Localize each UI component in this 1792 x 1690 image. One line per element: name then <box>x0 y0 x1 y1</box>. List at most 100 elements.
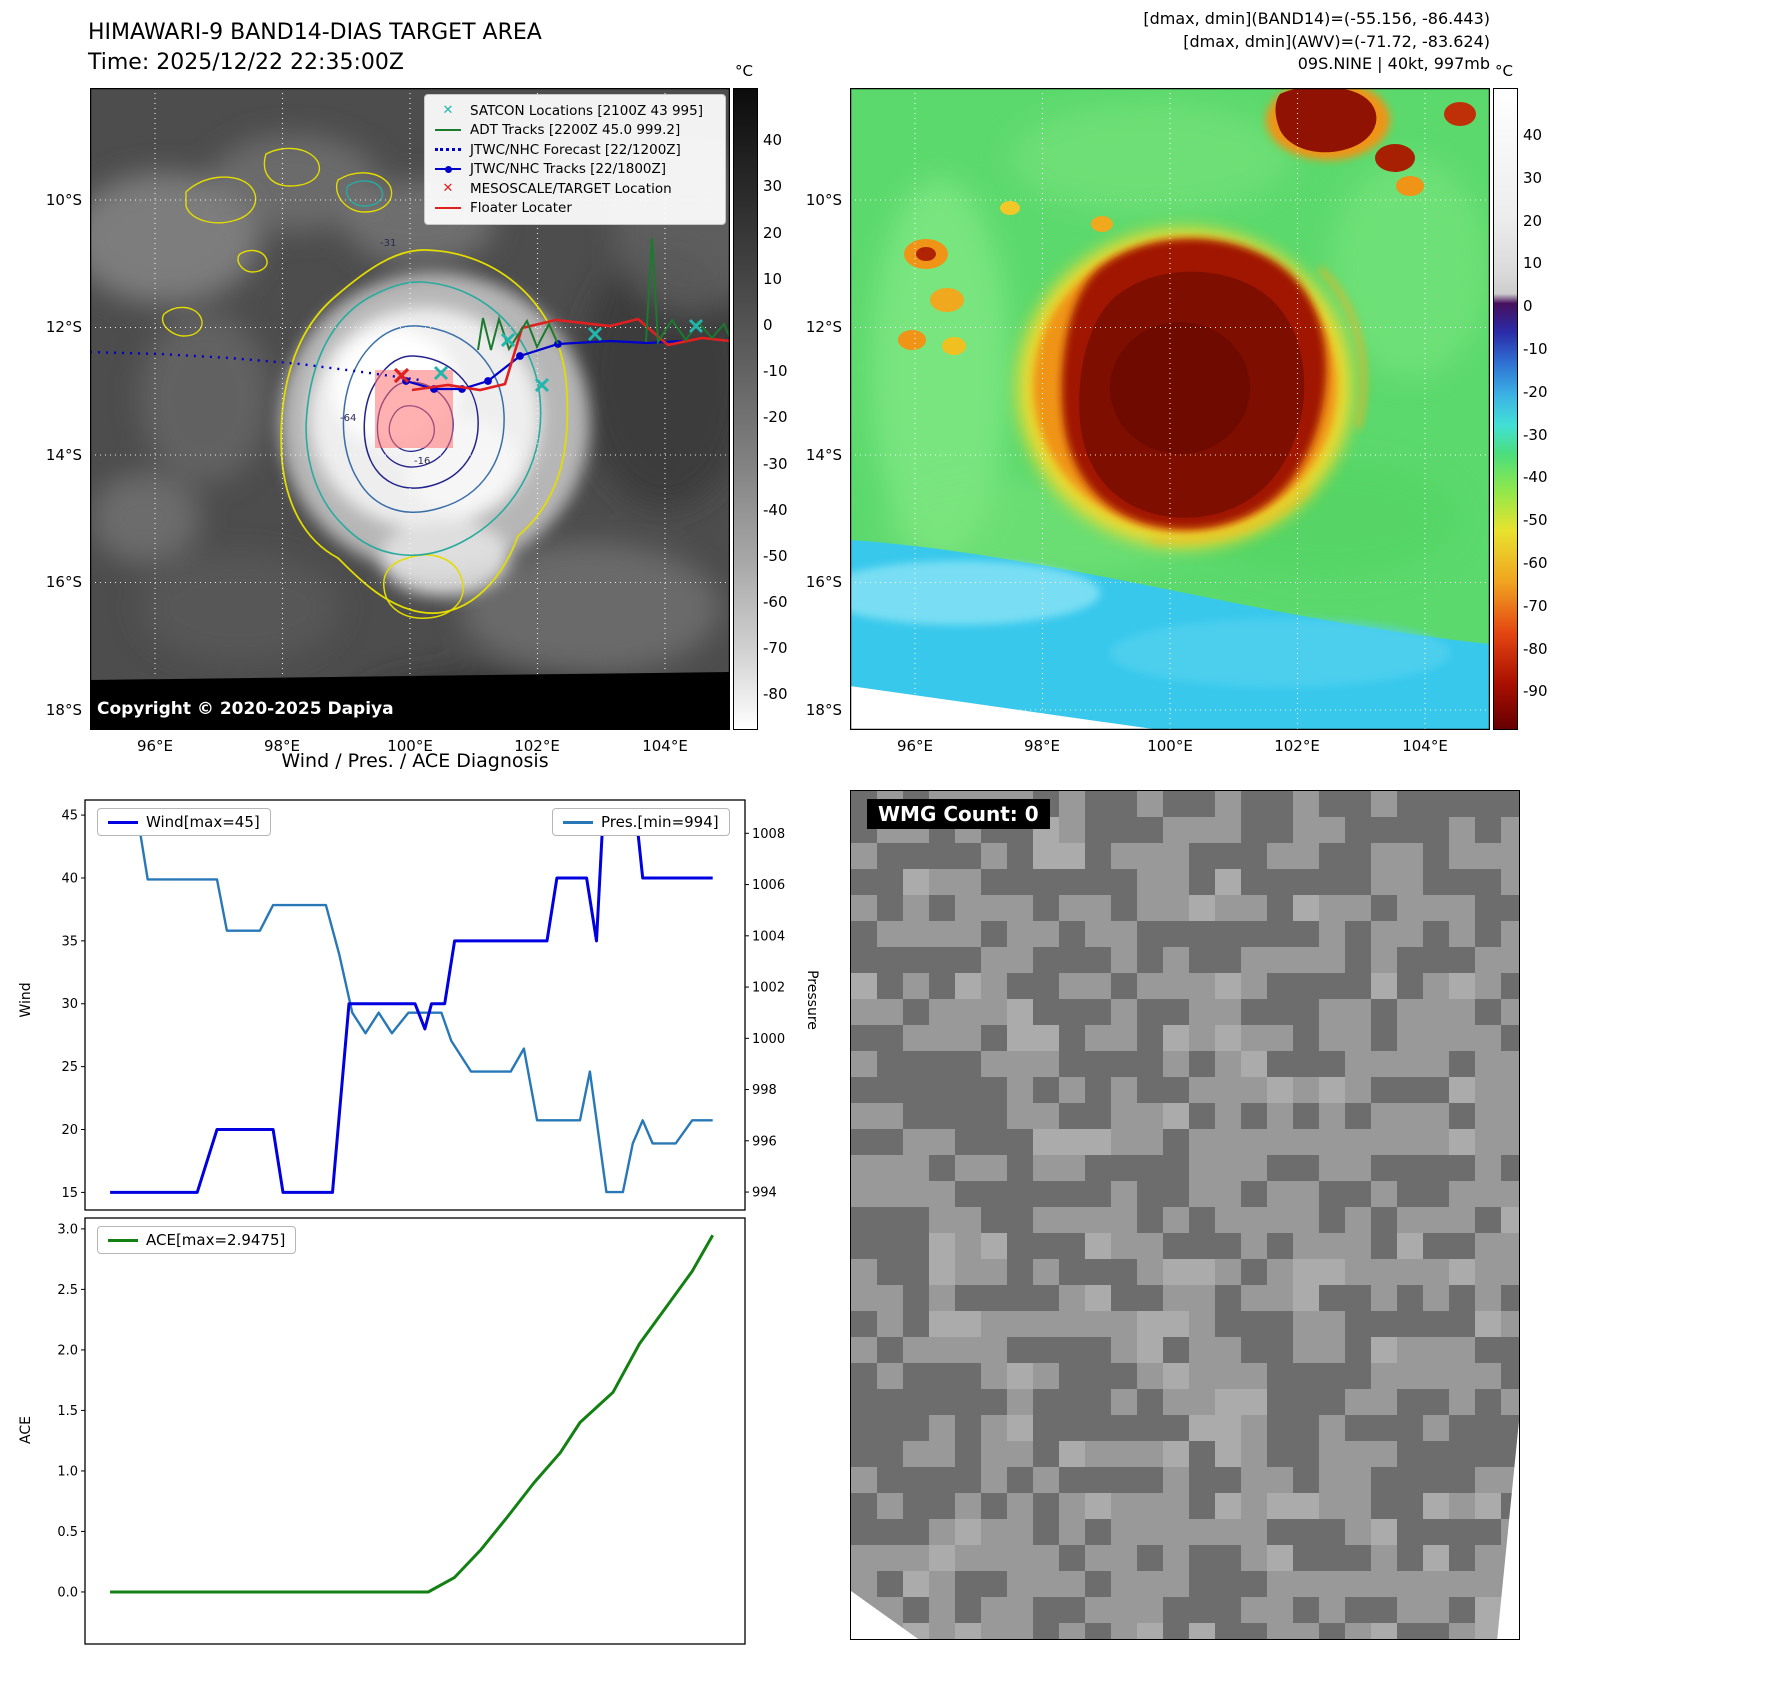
colorbar-tick-label: -20 <box>1523 382 1548 401</box>
y-tick-label: 45 <box>61 809 78 824</box>
y-tick-label: 1004 <box>752 929 785 944</box>
outlying-contours <box>161 147 393 337</box>
lat-tick-label: 18°S <box>45 701 82 719</box>
lon-tick-label: 100°E <box>387 737 433 755</box>
storm-contours <box>280 249 569 619</box>
colorbar-tick-label: 0 <box>763 315 773 334</box>
colorbar-tick-label: 20 <box>763 223 783 242</box>
wmg-count-badge: WMG Count: 0 <box>867 799 1050 829</box>
legend-label: SATCON Locations [2100Z 43 995] <box>470 102 703 119</box>
y-tick-label: 1000 <box>752 1032 785 1047</box>
colorbar-tick-label: -80 <box>1523 639 1548 658</box>
lon-tick-label: 96°E <box>896 737 934 755</box>
cloud-texture <box>90 135 730 730</box>
green-texture <box>870 103 1490 578</box>
map-frame <box>850 88 1490 730</box>
dmax-dmin-awv: [dmax, dmin](AWV)=(-71.72, -83.624) <box>1183 31 1490 51</box>
ace-legend: ACE[max=2.9475] <box>97 1226 297 1254</box>
lat-tick-label: 16°S <box>45 573 82 591</box>
west-cloud-patches <box>898 201 1113 355</box>
series-Wind <box>110 813 713 1194</box>
lat-tick-label: 10°S <box>805 191 842 209</box>
wmg-image <box>851 791 1519 1639</box>
colorbar-tick-label: 30 <box>1523 168 1543 187</box>
colorbar-tick-label: -60 <box>1523 554 1548 573</box>
band14-title: HIMAWARI-9 BAND14-DIAS TARGET AREA <box>88 20 542 45</box>
floater-line-icon <box>435 207 461 210</box>
forecast-dotted-line-icon <box>435 148 461 152</box>
lat-tick-label: 18°S <box>805 701 842 719</box>
colorbar-tick-label: 20 <box>1523 211 1543 230</box>
lon-tick-label: 98°E <box>1023 737 1061 755</box>
jtwc-track <box>402 339 683 393</box>
y-tick-label: 25 <box>61 1060 78 1075</box>
lat-tick-label: 14°S <box>45 446 82 464</box>
ace-axis-label: ACE <box>18 1416 34 1444</box>
mesoscale-marker <box>393 367 410 384</box>
colorbar-tick-label: -30 <box>763 454 788 473</box>
lat-tick-label: 14°S <box>805 446 842 464</box>
legend-item-floater: Floater Locater <box>433 199 717 219</box>
y-tick-label: 1006 <box>752 878 785 893</box>
y-tick-label: 3.0 <box>57 1222 78 1237</box>
colorbar-unit: °C <box>1495 62 1513 80</box>
satcon-markers <box>433 318 704 393</box>
y-tick-label: 2.0 <box>57 1343 78 1358</box>
lat-tick-label: 10°S <box>45 191 82 209</box>
grid-lines <box>850 88 1490 730</box>
adt-line-icon <box>435 129 461 132</box>
y-tick-label: 1.5 <box>57 1404 78 1419</box>
colorbar-tick-label: 10 <box>1523 254 1543 273</box>
map-frame <box>90 88 730 730</box>
pressure-axis-label: Pressure <box>804 970 820 1030</box>
dmax-dmin-band14: [dmax, dmin](BAND14)=(-55.156, -86.443) <box>1143 9 1490 28</box>
contour-labels: -31 -64 -16 <box>340 238 430 467</box>
floater-track <box>411 317 730 392</box>
colorbar-tick-label: 10 <box>763 269 783 288</box>
no-data-band <box>90 672 730 730</box>
colorbar-tick-label: -50 <box>1523 511 1548 530</box>
y-tick-label: 30 <box>61 997 78 1012</box>
lon-tick-label: 98°E <box>263 737 301 755</box>
colorbar-tick-label: -70 <box>1523 596 1548 615</box>
y-tick-label: 994 <box>752 1186 777 1201</box>
legend-item-satcon: ✕ SATCON Locations [2100Z 43 995] <box>433 101 717 121</box>
lon-tick-label: 102°E <box>1274 737 1320 755</box>
legend-label: JTWC/NHC Forecast [22/1200Z] <box>470 141 681 158</box>
colorbar-tick-label: -70 <box>763 639 788 658</box>
lat-tick-label: 12°S <box>45 318 82 336</box>
no-data-sliver <box>1497 1421 1519 1639</box>
satcon-x-icon: ✕ <box>442 103 454 119</box>
contour-label: -16 <box>414 456 430 467</box>
ace-chart: 0.0 0.5 1.0 1.5 2.0 2.5 3.0 <box>57 1217 746 1645</box>
lat-tick-label: 12°S <box>805 318 842 336</box>
pressure-legend: Pres.[min=994] <box>552 808 730 836</box>
colorbar-tick-label: -90 <box>1523 682 1548 701</box>
awv-enhanced-map <box>850 88 1490 730</box>
colorbar-tick-label: 30 <box>763 177 783 196</box>
y-tick-label: 998 <box>752 1083 777 1098</box>
colorbar-tick-label: -30 <box>1523 425 1548 444</box>
y-tick-label: 0.0 <box>57 1585 78 1600</box>
storm-core <box>1017 228 1367 548</box>
legend-item-forecast: JTWC/NHC Forecast [22/1200Z] <box>433 140 717 160</box>
legend-label: MESOSCALE/TARGET Location <box>470 180 672 197</box>
y-tick-label: 1.0 <box>57 1464 78 1479</box>
wind-pressure-chart: 15 20 25 30 35 40 45 994 996 998 1000 1002 1004 1006 1… <box>61 799 785 1211</box>
legend-label: ADT Tracks [2200Z 45.0 999.2] <box>470 122 681 139</box>
colorbar-tick-label: -50 <box>763 546 788 565</box>
contour-label: -64 <box>340 413 356 424</box>
pressure-legend-label: Pres.[min=994] <box>601 813 719 831</box>
series-Pres <box>110 816 713 1194</box>
colorbar-tick-label: 40 <box>763 131 783 150</box>
colorbar-tick-label: 40 <box>1523 126 1543 145</box>
colorbar-unit: °C <box>735 62 753 80</box>
lon-tick-label: 102°E <box>514 737 560 755</box>
awv-colorbar <box>1493 88 1518 730</box>
lat-tick-label: 16°S <box>805 573 842 591</box>
y-tick-label: 1008 <box>752 827 785 842</box>
lon-tick-label: 104°E <box>642 737 688 755</box>
band14-colorbar <box>733 88 758 730</box>
target-square <box>375 370 453 448</box>
colorbar-tick-label: -10 <box>763 362 788 381</box>
